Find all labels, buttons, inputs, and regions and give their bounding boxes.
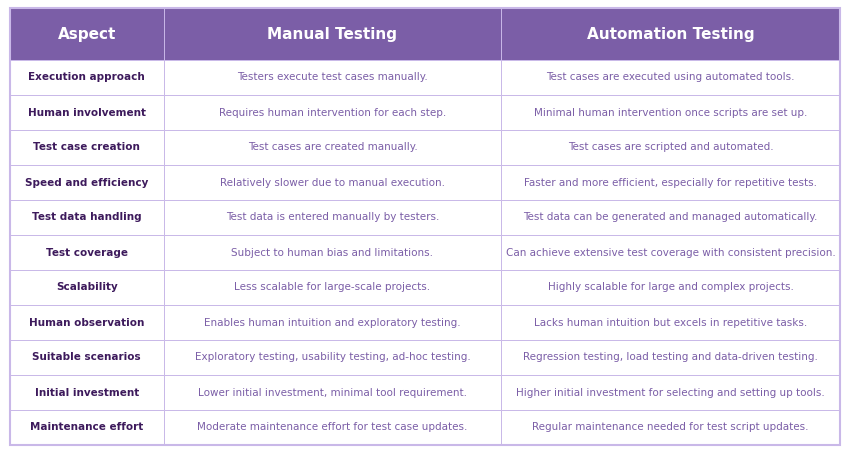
Bar bbox=[502, 270, 840, 305]
Bar bbox=[10, 375, 163, 410]
Text: Regular maintenance needed for test script updates.: Regular maintenance needed for test scri… bbox=[532, 423, 809, 432]
Bar bbox=[502, 60, 840, 95]
Bar bbox=[163, 305, 502, 340]
Text: Higher initial investment for selecting and setting up tools.: Higher initial investment for selecting … bbox=[516, 387, 825, 397]
Text: Test cases are scripted and automated.: Test cases are scripted and automated. bbox=[568, 143, 774, 153]
Text: Execution approach: Execution approach bbox=[28, 72, 145, 82]
Bar bbox=[502, 8, 840, 60]
Bar bbox=[163, 235, 502, 270]
Text: Less scalable for large-scale projects.: Less scalable for large-scale projects. bbox=[235, 283, 430, 293]
Text: Highly scalable for large and complex projects.: Highly scalable for large and complex pr… bbox=[547, 283, 794, 293]
Text: Subject to human bias and limitations.: Subject to human bias and limitations. bbox=[231, 248, 434, 257]
Bar bbox=[10, 340, 163, 375]
Text: Test data can be generated and managed automatically.: Test data can be generated and managed a… bbox=[524, 212, 818, 222]
Bar bbox=[163, 270, 502, 305]
Text: Maintenance effort: Maintenance effort bbox=[30, 423, 144, 432]
Text: Test cases are created manually.: Test cases are created manually. bbox=[247, 143, 417, 153]
Bar bbox=[10, 410, 163, 445]
Bar bbox=[163, 410, 502, 445]
Text: Testers execute test cases manually.: Testers execute test cases manually. bbox=[237, 72, 428, 82]
Bar bbox=[163, 60, 502, 95]
Bar bbox=[10, 200, 163, 235]
Bar bbox=[163, 200, 502, 235]
Text: Human involvement: Human involvement bbox=[28, 108, 145, 117]
Bar bbox=[163, 340, 502, 375]
Text: Exploratory testing, usability testing, ad-hoc testing.: Exploratory testing, usability testing, … bbox=[195, 352, 470, 363]
Text: Manual Testing: Manual Testing bbox=[268, 27, 398, 41]
Bar bbox=[10, 165, 163, 200]
Bar bbox=[10, 130, 163, 165]
Bar bbox=[163, 375, 502, 410]
Bar bbox=[502, 340, 840, 375]
Text: Initial investment: Initial investment bbox=[35, 387, 139, 397]
Bar bbox=[502, 375, 840, 410]
Bar bbox=[502, 200, 840, 235]
Bar bbox=[163, 130, 502, 165]
Bar bbox=[502, 95, 840, 130]
Bar bbox=[10, 305, 163, 340]
Bar bbox=[10, 8, 163, 60]
Bar bbox=[10, 270, 163, 305]
Text: Lacks human intuition but excels in repetitive tasks.: Lacks human intuition but excels in repe… bbox=[534, 318, 807, 328]
Text: Faster and more efficient, especially for repetitive tests.: Faster and more efficient, especially fo… bbox=[524, 177, 817, 188]
Text: Minimal human intervention once scripts are set up.: Minimal human intervention once scripts … bbox=[534, 108, 807, 117]
Bar bbox=[502, 165, 840, 200]
Bar bbox=[10, 235, 163, 270]
Bar bbox=[163, 165, 502, 200]
Bar bbox=[502, 305, 840, 340]
Text: Relatively slower due to manual execution.: Relatively slower due to manual executio… bbox=[220, 177, 445, 188]
Text: Regression testing, load testing and data-driven testing.: Regression testing, load testing and dat… bbox=[524, 352, 818, 363]
Bar bbox=[502, 235, 840, 270]
Text: Moderate maintenance effort for test case updates.: Moderate maintenance effort for test cas… bbox=[197, 423, 468, 432]
Bar bbox=[502, 410, 840, 445]
Bar bbox=[163, 95, 502, 130]
Text: Scalability: Scalability bbox=[56, 283, 117, 293]
Bar bbox=[10, 95, 163, 130]
Text: Human observation: Human observation bbox=[29, 318, 144, 328]
Text: Test case creation: Test case creation bbox=[33, 143, 140, 153]
Bar bbox=[502, 130, 840, 165]
Text: Test cases are executed using automated tools.: Test cases are executed using automated … bbox=[547, 72, 795, 82]
Text: Test data handling: Test data handling bbox=[32, 212, 142, 222]
Text: Test data is entered manually by testers.: Test data is entered manually by testers… bbox=[226, 212, 439, 222]
Text: Test coverage: Test coverage bbox=[46, 248, 128, 257]
Text: Aspect: Aspect bbox=[58, 27, 116, 41]
Text: Automation Testing: Automation Testing bbox=[586, 27, 755, 41]
Bar bbox=[163, 8, 502, 60]
Text: Lower initial investment, minimal tool requirement.: Lower initial investment, minimal tool r… bbox=[198, 387, 467, 397]
Text: Can achieve extensive test coverage with consistent precision.: Can achieve extensive test coverage with… bbox=[506, 248, 836, 257]
Text: Requires human intervention for each step.: Requires human intervention for each ste… bbox=[218, 108, 446, 117]
Bar bbox=[10, 60, 163, 95]
Text: Speed and efficiency: Speed and efficiency bbox=[26, 177, 149, 188]
Text: Suitable scenarios: Suitable scenarios bbox=[32, 352, 141, 363]
Text: Enables human intuition and exploratory testing.: Enables human intuition and exploratory … bbox=[204, 318, 461, 328]
